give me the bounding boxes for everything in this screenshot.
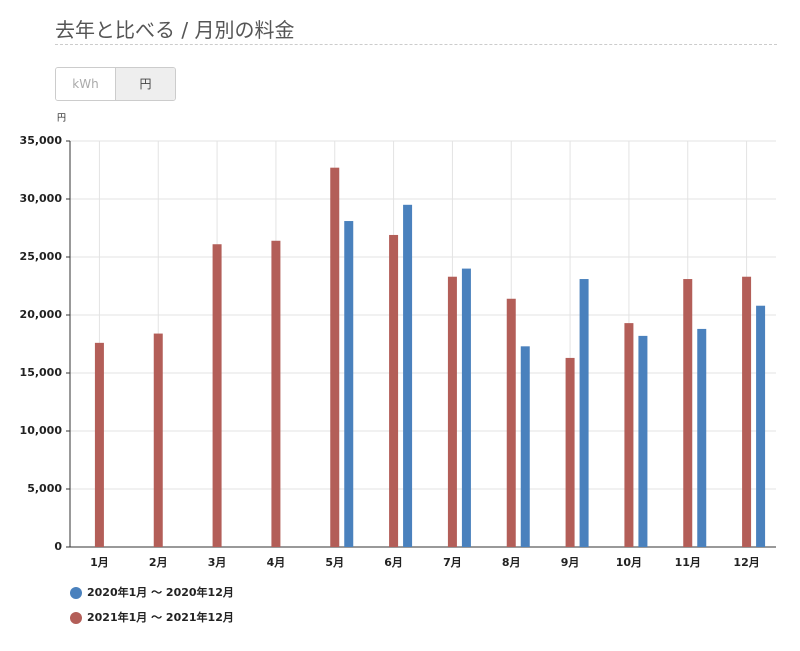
bar [624,323,634,547]
bar [520,346,530,547]
y-tick-label: 25,000 [20,250,63,263]
bar [697,328,707,547]
bar [330,167,340,547]
y-tick-label: 35,000 [20,134,63,147]
divider [55,44,777,45]
y-tick-label: 0 [54,540,62,553]
toggle-yen[interactable]: 円 [116,68,175,100]
y-tick-label: 10,000 [20,424,63,437]
bar [212,244,222,548]
legend-label: 2021年1月 〜 2021年12月 [87,610,234,624]
x-tick-label: 2月 [149,556,168,569]
legend-swatch [70,612,82,624]
bar [461,268,471,547]
y-tick-label: 20,000 [20,308,63,321]
bar [638,335,648,547]
legend-swatch [70,587,82,599]
y-tick-label: 5,000 [27,482,62,495]
x-tick-label: 12月 [733,556,759,569]
legend-label: 2020年1月 〜 2020年12月 [87,585,234,599]
y-tick-label: 15,000 [20,366,63,379]
bar [683,279,693,547]
x-tick-label: 8月 [502,556,521,569]
x-tick-label: 7月 [443,556,462,569]
x-tick-label: 4月 [267,556,286,569]
bar [271,240,281,547]
x-tick-label: 5月 [325,556,344,569]
y-axis-label: 円 [57,113,66,124]
x-tick-label: 10月 [616,556,642,569]
bar [153,333,163,547]
bar [447,276,457,547]
bar [403,204,413,548]
x-tick-label: 6月 [384,556,403,569]
bar [579,279,589,547]
bar [506,298,516,547]
bar [756,305,766,547]
bar [565,357,575,547]
x-tick-label: 9月 [561,556,580,569]
bar [742,276,752,547]
x-tick-label: 3月 [208,556,227,569]
x-tick-label: 11月 [675,556,701,569]
page-title: 去年と比べる / 月別の料金 [55,18,295,42]
bar [344,221,354,548]
bar [389,234,399,547]
toggle-kwh[interactable]: kWh [56,68,116,100]
unit-toggle: kWh 円 [55,67,176,101]
x-tick-label: 1月 [90,556,109,569]
bar [94,342,104,547]
y-tick-label: 30,000 [20,192,63,205]
